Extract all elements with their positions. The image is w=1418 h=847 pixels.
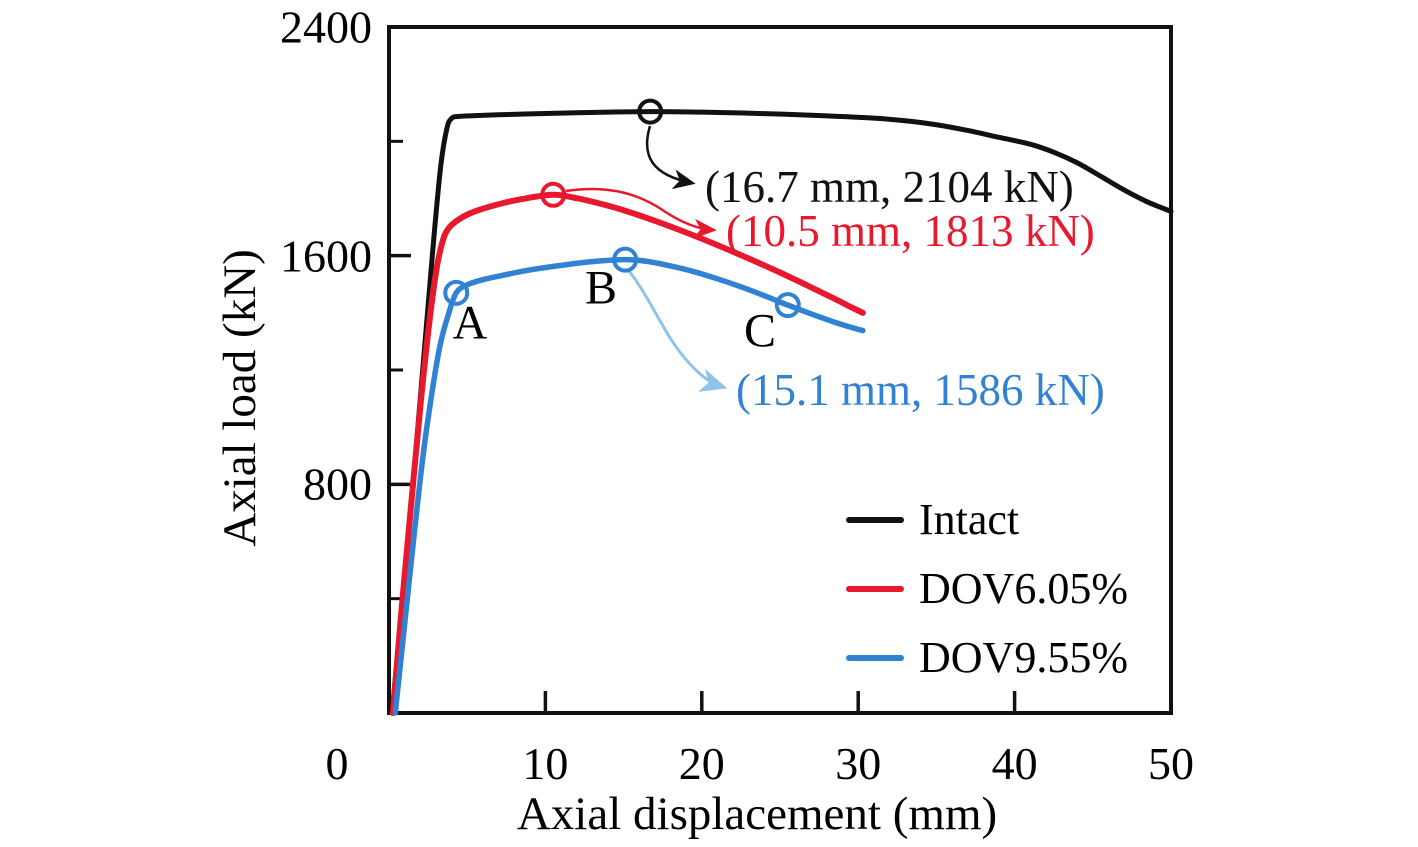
annotation-dov955-peak: (15.1 mm, 1586 kN) (736, 365, 1105, 415)
legend-swatch-dov605 (846, 585, 904, 592)
legend-item-dov605: DOV6.05% (846, 554, 1128, 623)
marker-DOV9.55% (612, 246, 639, 273)
y-tick-label: 800 (303, 458, 372, 510)
x-tick-label: 40 (991, 738, 1038, 789)
x-axis-title: Axial displacement (mm) (516, 788, 998, 840)
legend-label-dov605: DOV6.05% (919, 564, 1128, 613)
point-label-C: C (743, 304, 777, 358)
legend-item-dov955: DOV9.55% (846, 623, 1128, 692)
legend-swatch-intact (846, 516, 904, 523)
legend-label-intact: Intact (919, 495, 1020, 544)
x-tick-label: 50 (1148, 738, 1194, 789)
y-tick-label: 1600 (280, 230, 372, 282)
marker-DOV9.55% (774, 292, 801, 319)
legend-swatch-dov955 (846, 654, 904, 661)
legend-label-dov955: DOV9.55% (919, 633, 1128, 682)
x-tick-label: 20 (678, 738, 725, 789)
annotation-intact-peak: (16.7 mm, 2104 kN) (705, 162, 1074, 212)
x-tick-label: 30 (835, 738, 882, 789)
curve-DOV9.55% (392, 256, 866, 716)
curve-DOV6.05% (389, 191, 866, 716)
marker-DOV6.05% (540, 181, 567, 208)
legend: Intact DOV6.05% DOV9.55% (846, 485, 1128, 692)
x-tick-label: 10 (522, 738, 569, 789)
y-tick-label: 2400 (280, 1, 372, 53)
marker-Intact (637, 98, 664, 125)
arrow-dov605-peak (565, 187, 717, 239)
point-label-B: B (584, 261, 618, 315)
annotation-dov605-peak: (10.5 mm, 1813 kN) (726, 206, 1095, 256)
point-label-A: A (452, 296, 488, 350)
arrow-intact-peak (645, 125, 696, 190)
legend-item-intact: Intact (846, 485, 1128, 554)
curve-Intact (389, 109, 1174, 716)
x-tick-label: 0 (325, 738, 349, 789)
marker-DOV9.55% (443, 279, 470, 306)
arrow-dov955-peak (627, 270, 728, 392)
y-axis-title: Axial load (kN) (214, 249, 266, 547)
